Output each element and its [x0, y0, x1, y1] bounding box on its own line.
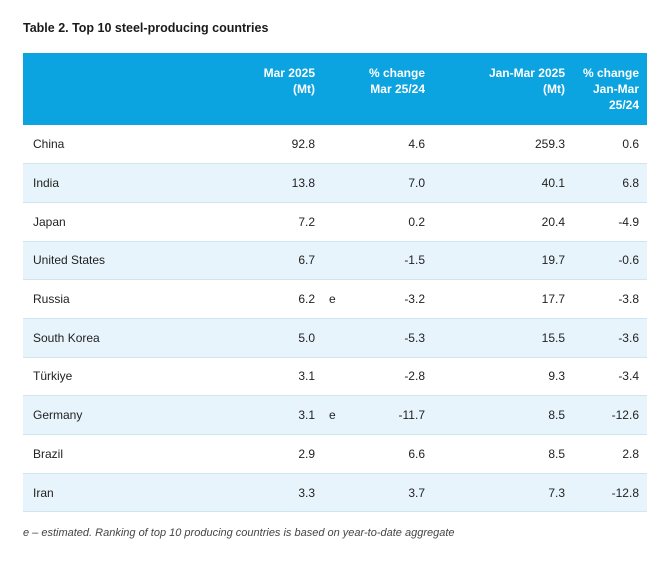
table-row: Iran 3.3 3.7 7.3 -12.8 [23, 473, 647, 512]
jan-mar-2025-cell: 259.3 [534, 137, 565, 152]
pct-change-mar-cell: 6.6 [408, 446, 425, 461]
mar-2025-cell: 6.2 [298, 292, 315, 307]
table-row: Japan 7.2 0.2 20.4 -4.9 [23, 202, 647, 242]
pct-change-mar-cell: -1.5 [404, 253, 425, 268]
pct-change-mar-cell: 4.6 [408, 137, 425, 152]
country-cell: Iran [33, 485, 54, 500]
mar-2025-cell: 7.2 [298, 214, 315, 229]
country-cell: South Korea [33, 330, 100, 345]
country-cell: Russia [33, 292, 70, 307]
jan-mar-2025-cell: 9.3 [548, 369, 565, 384]
estimate-flag-cell [323, 435, 353, 474]
mar-2025-cell: 92.8 [291, 137, 315, 152]
pct-change-ytd-cell: -3.6 [618, 330, 639, 345]
header-jan-mar-line2: (Mt) [543, 82, 565, 96]
mar-2025-cell: 2.9 [298, 446, 315, 461]
estimate-flag-cell: e [329, 292, 336, 307]
table-header-row: Mar 2025 (Mt) % change Mar 25/24 Jan-Mar… [23, 53, 647, 125]
table-row: China 92.8 4.6 259.3 0.6 [23, 125, 647, 164]
header-pct-change-mar-line1: % change [368, 66, 425, 80]
table-row: Türkiye 3.1 -2.8 9.3 -3.4 [23, 357, 647, 396]
estimate-flag-cell [323, 202, 353, 241]
mar-2025-cell: 5.0 [298, 330, 315, 345]
pct-change-ytd-cell: 6.8 [622, 176, 639, 191]
jan-mar-2025-cell: 20.4 [541, 214, 565, 229]
country-cell: India [33, 176, 60, 191]
pct-change-mar-cell: 3.7 [408, 485, 425, 500]
country-cell: China [33, 137, 65, 152]
pct-change-mar-cell: 0.2 [408, 214, 425, 229]
estimate-flag-cell: e [329, 408, 336, 423]
jan-mar-2025-cell: 17.7 [541, 292, 565, 307]
estimate-flag-cell [323, 473, 353, 512]
pct-change-ytd-cell: -3.4 [618, 369, 639, 384]
table-title: Table 2. Top 10 steel-producing countrie… [23, 21, 269, 35]
estimate-flag-cell [323, 164, 353, 203]
estimate-flag-cell [323, 357, 353, 396]
footnote: e – estimated. Ranking of top 10 produci… [23, 527, 455, 539]
pct-change-mar-cell: -5.3 [404, 330, 425, 345]
table-body: China 92.8 4.6 259.3 0.6 India 13.8 7.0 40.1 6.8 J… [23, 125, 647, 512]
pct-change-ytd-cell: -4.9 [618, 214, 639, 229]
steel-production-table: Mar 2025 (Mt) % change Mar 25/24 Jan-Mar… [23, 53, 647, 512]
pct-change-ytd-cell: 0.6 [622, 137, 639, 152]
header-pct-change-ytd-line2: Jan-Mar [592, 82, 639, 96]
table-row: Brazil 2.9 6.6 8.5 2.8 [23, 435, 647, 474]
header-mar-2025-line1: Mar 2025 [263, 66, 315, 80]
header-jan-mar-line1: Jan-Mar 2025 [488, 66, 565, 80]
pct-change-ytd-cell: 2.8 [622, 446, 639, 461]
estimate-flag-cell [323, 318, 353, 357]
header-mar-2025-line2: (Mt) [293, 82, 315, 96]
header-pct-change-mar: % change Mar 25/24 [353, 53, 433, 125]
jan-mar-2025-cell: 40.1 [541, 176, 565, 191]
header-country [23, 53, 133, 125]
country-cell: Türkiye [33, 369, 73, 384]
mar-2025-cell: 3.3 [298, 485, 315, 500]
pct-change-ytd-cell: -12.8 [611, 485, 639, 500]
pct-change-ytd-cell: -3.8 [618, 292, 639, 307]
pct-change-ytd-cell: -0.6 [618, 253, 639, 268]
pct-change-mar-cell: -11.7 [398, 408, 425, 423]
header-pct-change-ytd-line1: % change [582, 66, 639, 80]
mar-2025-cell: 13.8 [291, 176, 315, 191]
jan-mar-2025-cell: 19.7 [541, 253, 565, 268]
table-row: United States 6.7 -1.5 19.7 -0.6 [23, 241, 647, 280]
table-row: South Korea 5.0 -5.3 15.5 -3.6 [23, 318, 647, 358]
table-row: Russia 6.2 e -3.2 17.7 -3.8 [23, 280, 647, 319]
jan-mar-2025-cell: 8.5 [548, 446, 565, 461]
header-pct-change-mar-line2: Mar 25/24 [370, 82, 425, 96]
header-pct-change-ytd: % change Jan-Mar 25/24 [573, 53, 647, 125]
mar-2025-cell: 3.1 [298, 369, 315, 384]
header-mar-2025: Mar 2025 (Mt) [133, 53, 323, 125]
jan-mar-2025-cell: 15.5 [541, 330, 565, 345]
jan-mar-2025-cell: 7.3 [548, 485, 565, 500]
pct-change-ytd-cell: -12.6 [611, 408, 639, 423]
header-jan-mar-2025: Jan-Mar 2025 (Mt) [433, 53, 573, 125]
header-flag [323, 53, 353, 125]
country-cell: Brazil [33, 446, 64, 461]
jan-mar-2025-cell: 8.5 [548, 408, 565, 423]
mar-2025-cell: 3.1 [298, 408, 315, 423]
estimate-flag-cell [323, 125, 353, 164]
country-cell: Germany [33, 408, 83, 423]
pct-change-mar-cell: 7.0 [408, 176, 425, 191]
pct-change-mar-cell: -2.8 [404, 369, 425, 384]
header-pct-change-ytd-line3: 25/24 [608, 98, 639, 112]
mar-2025-cell: 6.7 [298, 253, 315, 268]
pct-change-mar-cell: -3.2 [404, 292, 425, 307]
table-row: Germany 3.1 e -11.7 8.5 -12.6 [23, 395, 647, 435]
table-row: India 13.8 7.0 40.1 6.8 [23, 163, 647, 203]
country-cell: United States [33, 253, 106, 268]
estimate-flag-cell [323, 241, 353, 280]
country-cell: Japan [33, 214, 66, 229]
